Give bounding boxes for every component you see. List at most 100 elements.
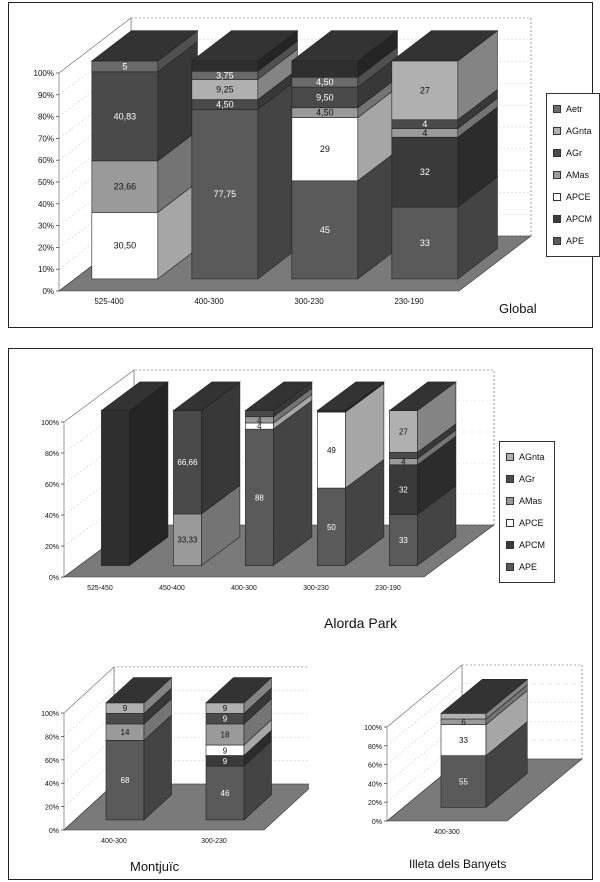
legend-swatch: [553, 105, 561, 113]
x-tick-label: 300-230: [294, 297, 324, 306]
bar-top: [105, 677, 173, 704]
data-label: 32: [399, 486, 408, 495]
bar-top: [205, 677, 273, 704]
y-tick-label: 60%: [45, 482, 59, 489]
y-tick-label: 0%: [49, 828, 59, 835]
y-tick-label: 60%: [45, 758, 59, 765]
data-label: 4: [257, 416, 262, 425]
y-tick-label: 60%: [368, 763, 382, 770]
bar-segment-agr: [173, 410, 202, 515]
data-label: 3,75: [216, 70, 234, 80]
data-label: 9,25: [216, 85, 234, 95]
y-tick-label: 10%: [38, 265, 54, 274]
chart-title-illeta-dels-banyets: Illeta dels Banyets: [409, 857, 507, 871]
legend-label: AGnta: [519, 452, 545, 462]
gridline-side: [63, 690, 115, 737]
bar-top: [244, 381, 313, 411]
bar-top: [390, 30, 499, 62]
chart-illeta-dels-banyets: 0% 20% 40% 60% 80% 100% 55 33 6 400-300: [364, 664, 583, 836]
data-label: 4,50: [316, 108, 334, 118]
data-label: 9: [223, 746, 228, 755]
bar-segment-apce: [291, 117, 359, 182]
data-label: 33: [420, 238, 430, 248]
y-tick-label: 30%: [38, 222, 54, 231]
x-tick-label: 400-300: [231, 585, 257, 592]
y-tick-label: 0%: [49, 575, 59, 582]
legend-label: APCM: [519, 540, 546, 550]
legend-label: Aetr: [566, 104, 583, 114]
data-label: 14: [121, 728, 130, 737]
legend-swatch: [506, 453, 514, 461]
legend-label: APE: [566, 236, 585, 246]
x-tick-label: 300-230: [201, 838, 227, 845]
x-tick-label: 400-300: [101, 838, 127, 845]
data-label: 32: [420, 167, 430, 177]
x-tick-label: 525-450: [87, 585, 113, 592]
y-tick-label: 60%: [38, 156, 54, 165]
legend-item: AGnta: [553, 120, 593, 142]
gridline-side: [63, 760, 115, 807]
legend-global: Aetr AGnta AGr AMas APCE APCM APE: [546, 93, 600, 257]
chart-global: 0% 10% 20% 30% 40% 50% 60% 70% 80% 90% 100% 30,50 23…: [34, 17, 532, 306]
bar-top: [190, 30, 299, 62]
y-tick-label: 70%: [38, 134, 54, 143]
legend-label: APCE: [519, 518, 544, 528]
bar-segment-agr: [105, 713, 145, 725]
y-tick-label: 90%: [38, 91, 54, 100]
gridline-side: [63, 713, 115, 760]
data-label: 68: [121, 776, 130, 785]
data-label: 50: [327, 523, 336, 532]
bar-segment-apce: [440, 724, 487, 756]
data-label: 9: [223, 757, 228, 766]
y-tick-label: 20%: [45, 544, 59, 551]
y-tick-label: 100%: [41, 420, 59, 427]
legend-item: APCM: [553, 208, 593, 230]
bar-segment-apce: [91, 212, 159, 280]
chart-panel-global: 0% 10% 20% 30% 40% 50% 60% 70% 80% 90% 100% 30,50 23…: [8, 2, 600, 328]
x-tick-label: 450-400: [159, 585, 185, 592]
data-label: 4,50: [316, 77, 334, 87]
data-label: 4,50: [216, 100, 234, 110]
bar-segment-ape: [191, 109, 259, 280]
y-tick-label: 0%: [42, 287, 54, 296]
data-label: 4: [257, 422, 262, 431]
legend-swatch: [506, 497, 514, 505]
bar-side-rest: [129, 381, 169, 567]
legend-label: APCM: [566, 214, 593, 224]
x-tick-label: 300-230: [303, 585, 329, 592]
data-label: 30,50: [114, 241, 137, 251]
gridline-side: [386, 683, 463, 746]
gridline-side: [63, 369, 135, 423]
gridline-side: [386, 664, 463, 728]
y-tick-label: 80%: [38, 113, 54, 122]
legend-label: AGr: [566, 148, 583, 158]
x-tick-label: 400-300: [194, 297, 224, 306]
bar-segment-rest: [291, 60, 359, 78]
data-label: 88: [255, 493, 264, 502]
data-label: 6: [461, 718, 466, 727]
x-tick-label: 230-190: [394, 297, 424, 306]
bar-top: [440, 678, 529, 714]
y-tick-label: 100%: [41, 711, 59, 718]
legend-label: AMas: [519, 496, 543, 506]
legend-swatch: [553, 237, 561, 245]
chart-title-montjuic: Montjuïc: [130, 859, 180, 874]
data-label: 9: [223, 715, 228, 724]
bar-segment-apcm: [389, 464, 418, 515]
chart-title-alorda-park: Alorda Park: [324, 615, 398, 631]
gridline-side: [63, 666, 115, 714]
data-label: 55: [459, 778, 468, 787]
bar-segment-ape: [291, 180, 359, 280]
data-label: 23,66: [114, 182, 137, 192]
legend-item: APCM: [506, 534, 548, 556]
y-tick-label: 50%: [38, 178, 54, 187]
y-tick-label: 20%: [45, 805, 59, 812]
bar-top: [90, 30, 199, 62]
bar-segment-rest: [101, 410, 130, 566]
data-label: 4: [422, 119, 427, 129]
chart-alorda-park: 0% 20% 40% 60% 80% 100% 525-450 33,33 66,66 450-4…: [41, 369, 495, 592]
legend-item: AMas: [506, 490, 548, 512]
legend-item: AGr: [506, 468, 548, 490]
gridline-side: [63, 737, 115, 784]
legend-swatch: [553, 193, 561, 201]
